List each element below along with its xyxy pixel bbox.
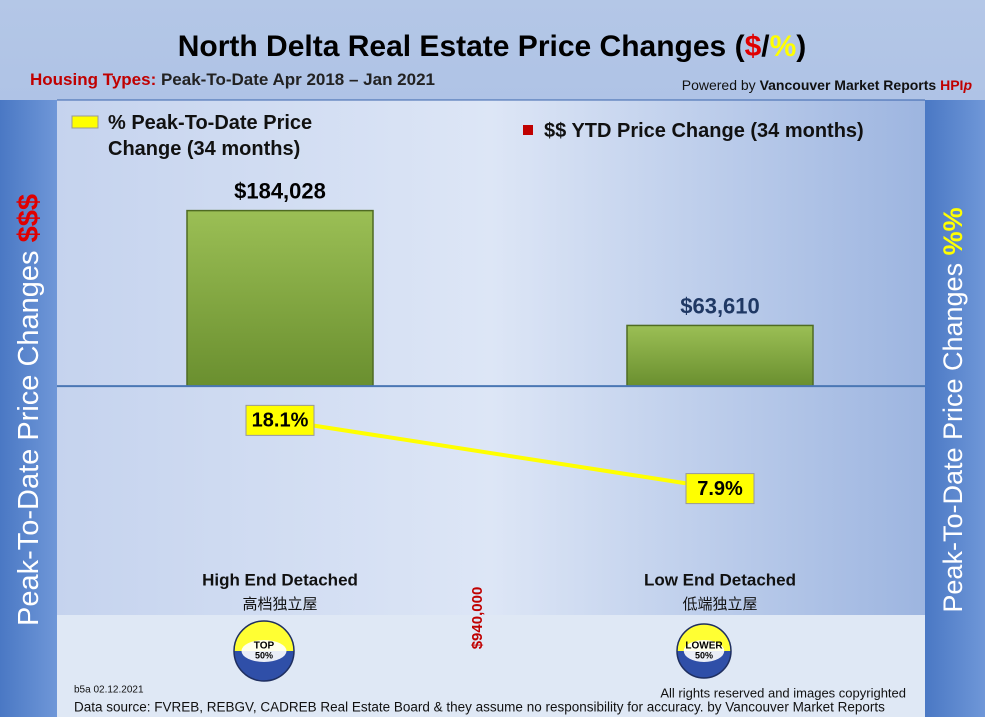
version: b5a 02.12.2021 xyxy=(74,685,144,696)
line-series xyxy=(279,418,721,491)
y-label-text: $$$ xyxy=(13,194,45,242)
right-panel xyxy=(925,100,985,717)
y2-label-text: %% xyxy=(938,207,968,255)
y-label-text: Peak-To-Date Price Changes xyxy=(13,242,45,626)
title-text: % xyxy=(770,30,797,63)
badge-text: TOP xyxy=(254,641,275,652)
footer-area xyxy=(0,615,985,717)
title-text: $ xyxy=(745,30,762,63)
bar xyxy=(626,324,814,387)
left-panel xyxy=(0,100,57,717)
source: Data source: FVREB, REBGV, CADREB Real E… xyxy=(74,700,885,715)
subtitle-text: Peak-To-Date Apr 2018 – Jan 2021 xyxy=(156,70,435,89)
y2-axis-label: Peak-To-Date Price Changes %% xyxy=(938,207,968,612)
legend-swatch xyxy=(71,115,99,129)
badge-text: 50% xyxy=(255,650,273,660)
x-tick-sublabel: 低端独立屋 xyxy=(682,596,757,613)
line-label-box xyxy=(685,473,755,505)
chart-title: North Delta Real Estate Price Changes ($… xyxy=(178,30,807,63)
badge-ring xyxy=(676,623,732,679)
badge-ring xyxy=(233,620,295,682)
subtitle: Housing Types: Peak-To-Date Apr 2018 – J… xyxy=(30,70,435,89)
bar xyxy=(186,209,374,387)
credit-text: HPI xyxy=(940,77,963,93)
divider-label: $940,000 xyxy=(469,587,486,650)
line-value-label: 18.1% xyxy=(252,410,309,432)
subtitle-text: Housing Types: xyxy=(30,70,156,89)
bar-value-label: $63,610 xyxy=(680,293,760,318)
title-text: / xyxy=(761,30,770,63)
legend-entry: $$ YTD Price Change (34 months) xyxy=(544,120,864,142)
legend-swatch xyxy=(523,125,533,135)
line-value-label: 7.9% xyxy=(697,478,743,500)
title-text: ) xyxy=(796,30,806,63)
x-tick-label: Low End Detached xyxy=(644,570,796,589)
x-tick-label: High End Detached xyxy=(202,570,358,589)
rights: All rights reserved and images copyright… xyxy=(660,685,906,700)
bar-value-label: $184,028 xyxy=(234,178,326,203)
x-tick-sublabel: 高档独立屋 xyxy=(242,596,317,613)
title-text: North Delta Real Estate Price Changes ( xyxy=(178,30,745,63)
y-axis-label: Peak-To-Date Price Changes $$$ xyxy=(13,194,45,626)
badge-text: 50% xyxy=(695,650,713,660)
credit-text: Powered by xyxy=(682,77,760,93)
badge-plate xyxy=(683,640,725,662)
credit-text: Vancouver Market Reports xyxy=(760,77,941,93)
credit-text: p xyxy=(962,77,972,93)
line-label-box xyxy=(245,404,315,436)
legend-entry: % Peak-To-Date Price Change (34 months) xyxy=(108,112,313,160)
badge-plate xyxy=(241,640,287,662)
y2-label-text: Peak-To-Date Price Changes xyxy=(938,255,968,612)
credit: Powered by Vancouver Market Reports HPIp xyxy=(682,77,973,93)
badge-text: LOWER xyxy=(685,641,723,652)
